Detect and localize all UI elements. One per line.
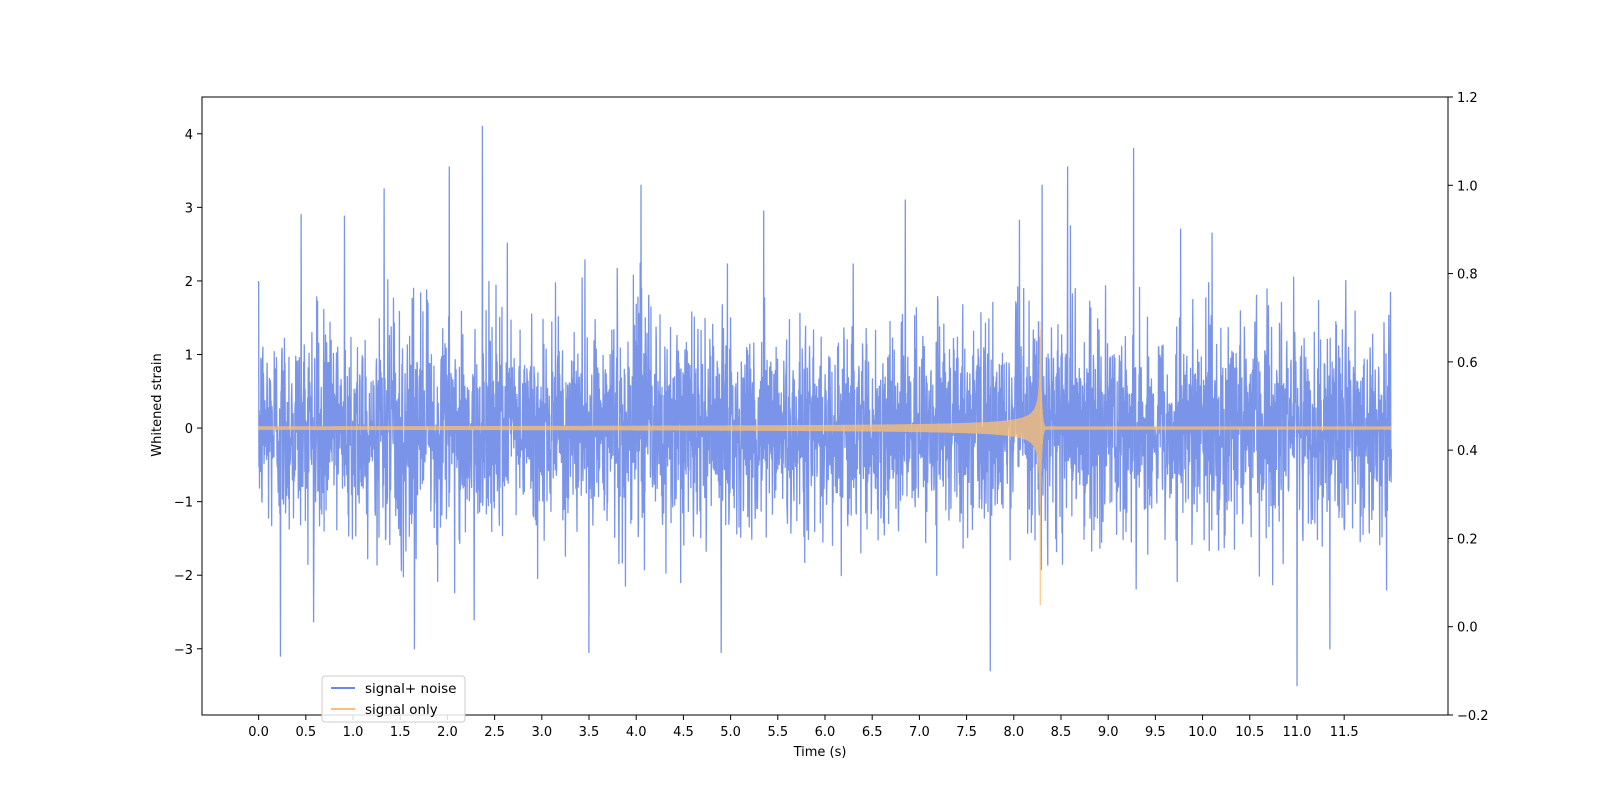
x-tick-label: 6.0 — [815, 725, 836, 740]
x-tick-label: 1.0 — [343, 725, 364, 740]
legend-frame — [321, 675, 466, 723]
x-tick-label: 1.5 — [390, 725, 411, 740]
x-tick-label: 4.5 — [673, 725, 694, 740]
y-tick-label: −1 — [174, 496, 193, 511]
y-tick-label: 0 — [185, 422, 193, 437]
series-layer — [257, 125, 1393, 687]
x-tick-label: 2.0 — [437, 725, 458, 740]
x-tick-label: 7.0 — [909, 725, 930, 740]
x-axis-label: Time (s) — [793, 745, 847, 760]
x-tick-label: 11.0 — [1282, 725, 1311, 740]
y-axis-label: Whitened strain — [150, 353, 165, 456]
x-tick-label: 3.0 — [531, 725, 552, 740]
y2-tick-label: 1.2 — [1457, 91, 1478, 106]
y2-tick-label: 0.0 — [1457, 621, 1478, 636]
x-tick-label: 8.5 — [1051, 725, 1072, 740]
y-tick-label: 4 — [185, 128, 193, 143]
y-axis-left: −3 −2 −1 0 1 2 3 4 — [174, 128, 202, 658]
x-tick-label: 9.5 — [1145, 725, 1166, 740]
x-tick-label: 8.0 — [1003, 725, 1024, 740]
x-tick-label: 9.0 — [1098, 725, 1119, 740]
x-tick-label: 5.0 — [720, 725, 741, 740]
x-axis: 0.0 0.5 1.0 1.5 2.0 2.5 3.0 3.5 4.0 4.5 5.0 5.5 6.0 6… — [248, 715, 1359, 740]
y2-tick-label: 0.4 — [1457, 444, 1478, 459]
x-tick-label: 10.5 — [1235, 725, 1264, 740]
series-line-signal-noise — [257, 125, 1393, 687]
x-tick-label: 0.5 — [295, 725, 316, 740]
y2-tick-label: −0.2 — [1457, 709, 1489, 724]
x-tick-label: 4.0 — [626, 725, 647, 740]
series-line-signal-only — [258, 321, 1392, 606]
y2-tick-label: 0.2 — [1457, 532, 1478, 547]
x-tick-label: 5.5 — [767, 725, 788, 740]
legend: signal+ noise signal only — [321, 675, 466, 723]
legend-label-signal-noise: signal+ noise — [365, 681, 456, 697]
y2-tick-label: 1.0 — [1457, 179, 1478, 194]
y-tick-label: 1 — [185, 349, 193, 364]
y-tick-label: 3 — [185, 201, 193, 216]
y2-tick-label: 0.6 — [1457, 356, 1478, 371]
y-tick-label: −3 — [174, 643, 193, 658]
legend-label-signal-only: signal only — [365, 702, 438, 718]
x-tick-label: 6.5 — [862, 725, 883, 740]
y-tick-label: 2 — [185, 275, 193, 290]
x-tick-label: 10.0 — [1188, 725, 1217, 740]
y2-tick-label: 0.8 — [1457, 268, 1478, 283]
y-tick-label: −2 — [174, 569, 193, 584]
x-tick-label: 11.5 — [1330, 725, 1359, 740]
x-tick-label: 2.5 — [484, 725, 505, 740]
x-tick-label: 0.0 — [248, 725, 269, 740]
x-tick-label: 7.5 — [956, 725, 977, 740]
x-tick-label: 3.5 — [579, 725, 600, 740]
y-axis-right: −0.2 0.0 0.2 0.4 0.6 0.8 1.0 1.2 — [1448, 91, 1489, 724]
